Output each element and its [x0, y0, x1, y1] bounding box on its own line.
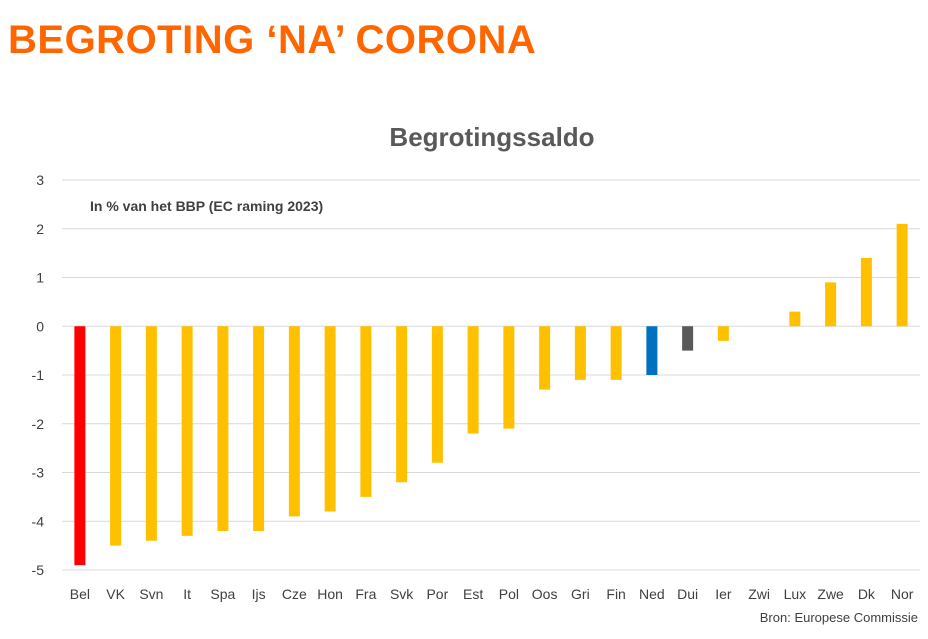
gridlines — [62, 179, 920, 571]
x-category-label: Cze — [282, 586, 307, 602]
y-axis-ticks: 3 2 1 0 -1 -2 -3 -4 -5 — [32, 172, 45, 578]
x-category-label: Dui — [677, 586, 698, 602]
slide-title: BEGROTING ‘NA’ CORONA — [8, 18, 537, 62]
x-axis-categories: Bel VK Svn It Spa Ijs Cze Hon Fra Svk Por Est Pol Oos… — [70, 586, 914, 602]
bar-est — [467, 326, 479, 434]
bar-fin — [610, 326, 622, 380]
bar-ned — [646, 326, 658, 375]
x-category-label: Zwi — [748, 586, 770, 602]
bar-it — [181, 326, 193, 536]
x-category-label: Svn — [139, 586, 163, 602]
y-tick-label: 3 — [36, 172, 44, 188]
bar-svk — [396, 326, 408, 483]
bar-ijs — [253, 326, 265, 531]
chart-subtitle: In % van het BBP (EC raming 2023) — [90, 198, 323, 214]
bar-zwe — [825, 282, 837, 327]
bar-cze — [288, 326, 300, 517]
x-category-label: Por — [426, 586, 448, 602]
x-category-label: Pol — [499, 586, 519, 602]
bar-pol — [503, 326, 515, 429]
bar-spa — [217, 326, 229, 531]
bar-gri — [574, 326, 586, 380]
x-category-label: Dk — [858, 586, 876, 602]
bar-ier — [717, 326, 729, 341]
x-category-label: VK — [106, 586, 125, 602]
bar-oos — [539, 326, 551, 390]
source-note: Bron: Europese Commissie — [759, 610, 918, 625]
bar-fra — [360, 326, 372, 497]
x-category-label: Oos — [532, 586, 558, 602]
bar-hon — [324, 326, 336, 512]
x-category-label: Ier — [715, 586, 732, 602]
bar-vk — [110, 326, 122, 546]
x-category-label: Zwe — [817, 586, 844, 602]
bar-dk — [860, 258, 872, 327]
x-category-label: Fra — [355, 586, 376, 602]
y-tick-label: 1 — [36, 270, 44, 286]
bar-bel — [74, 326, 86, 566]
x-category-label: Bel — [70, 586, 90, 602]
y-tick-label: -5 — [32, 562, 45, 578]
x-category-label: It — [183, 586, 191, 602]
bar-por — [431, 326, 443, 463]
y-tick-label: 0 — [36, 318, 44, 334]
x-category-label: Ned — [639, 586, 665, 602]
y-tick-label: -3 — [32, 465, 45, 481]
x-category-label: Spa — [210, 586, 235, 602]
y-tick-label: -2 — [32, 416, 45, 432]
x-category-label: Ijs — [252, 586, 266, 602]
chart-title: Begrotingssaldo — [389, 122, 594, 152]
x-category-label: Gri — [571, 586, 590, 602]
x-category-label: Est — [463, 586, 483, 602]
x-category-label: Fin — [606, 586, 625, 602]
x-category-label: Lux — [784, 586, 807, 602]
y-tick-label: -4 — [32, 513, 45, 529]
bars — [74, 223, 908, 566]
bar-dui — [682, 326, 694, 351]
bar-lux — [789, 311, 801, 327]
bar-svn — [145, 326, 157, 541]
x-category-label: Hon — [317, 586, 343, 602]
x-category-label: Nor — [891, 586, 914, 602]
bar-nor — [896, 223, 908, 327]
x-category-label: Svk — [390, 586, 414, 602]
y-tick-label: -1 — [32, 367, 45, 383]
y-tick-label: 2 — [36, 221, 44, 237]
